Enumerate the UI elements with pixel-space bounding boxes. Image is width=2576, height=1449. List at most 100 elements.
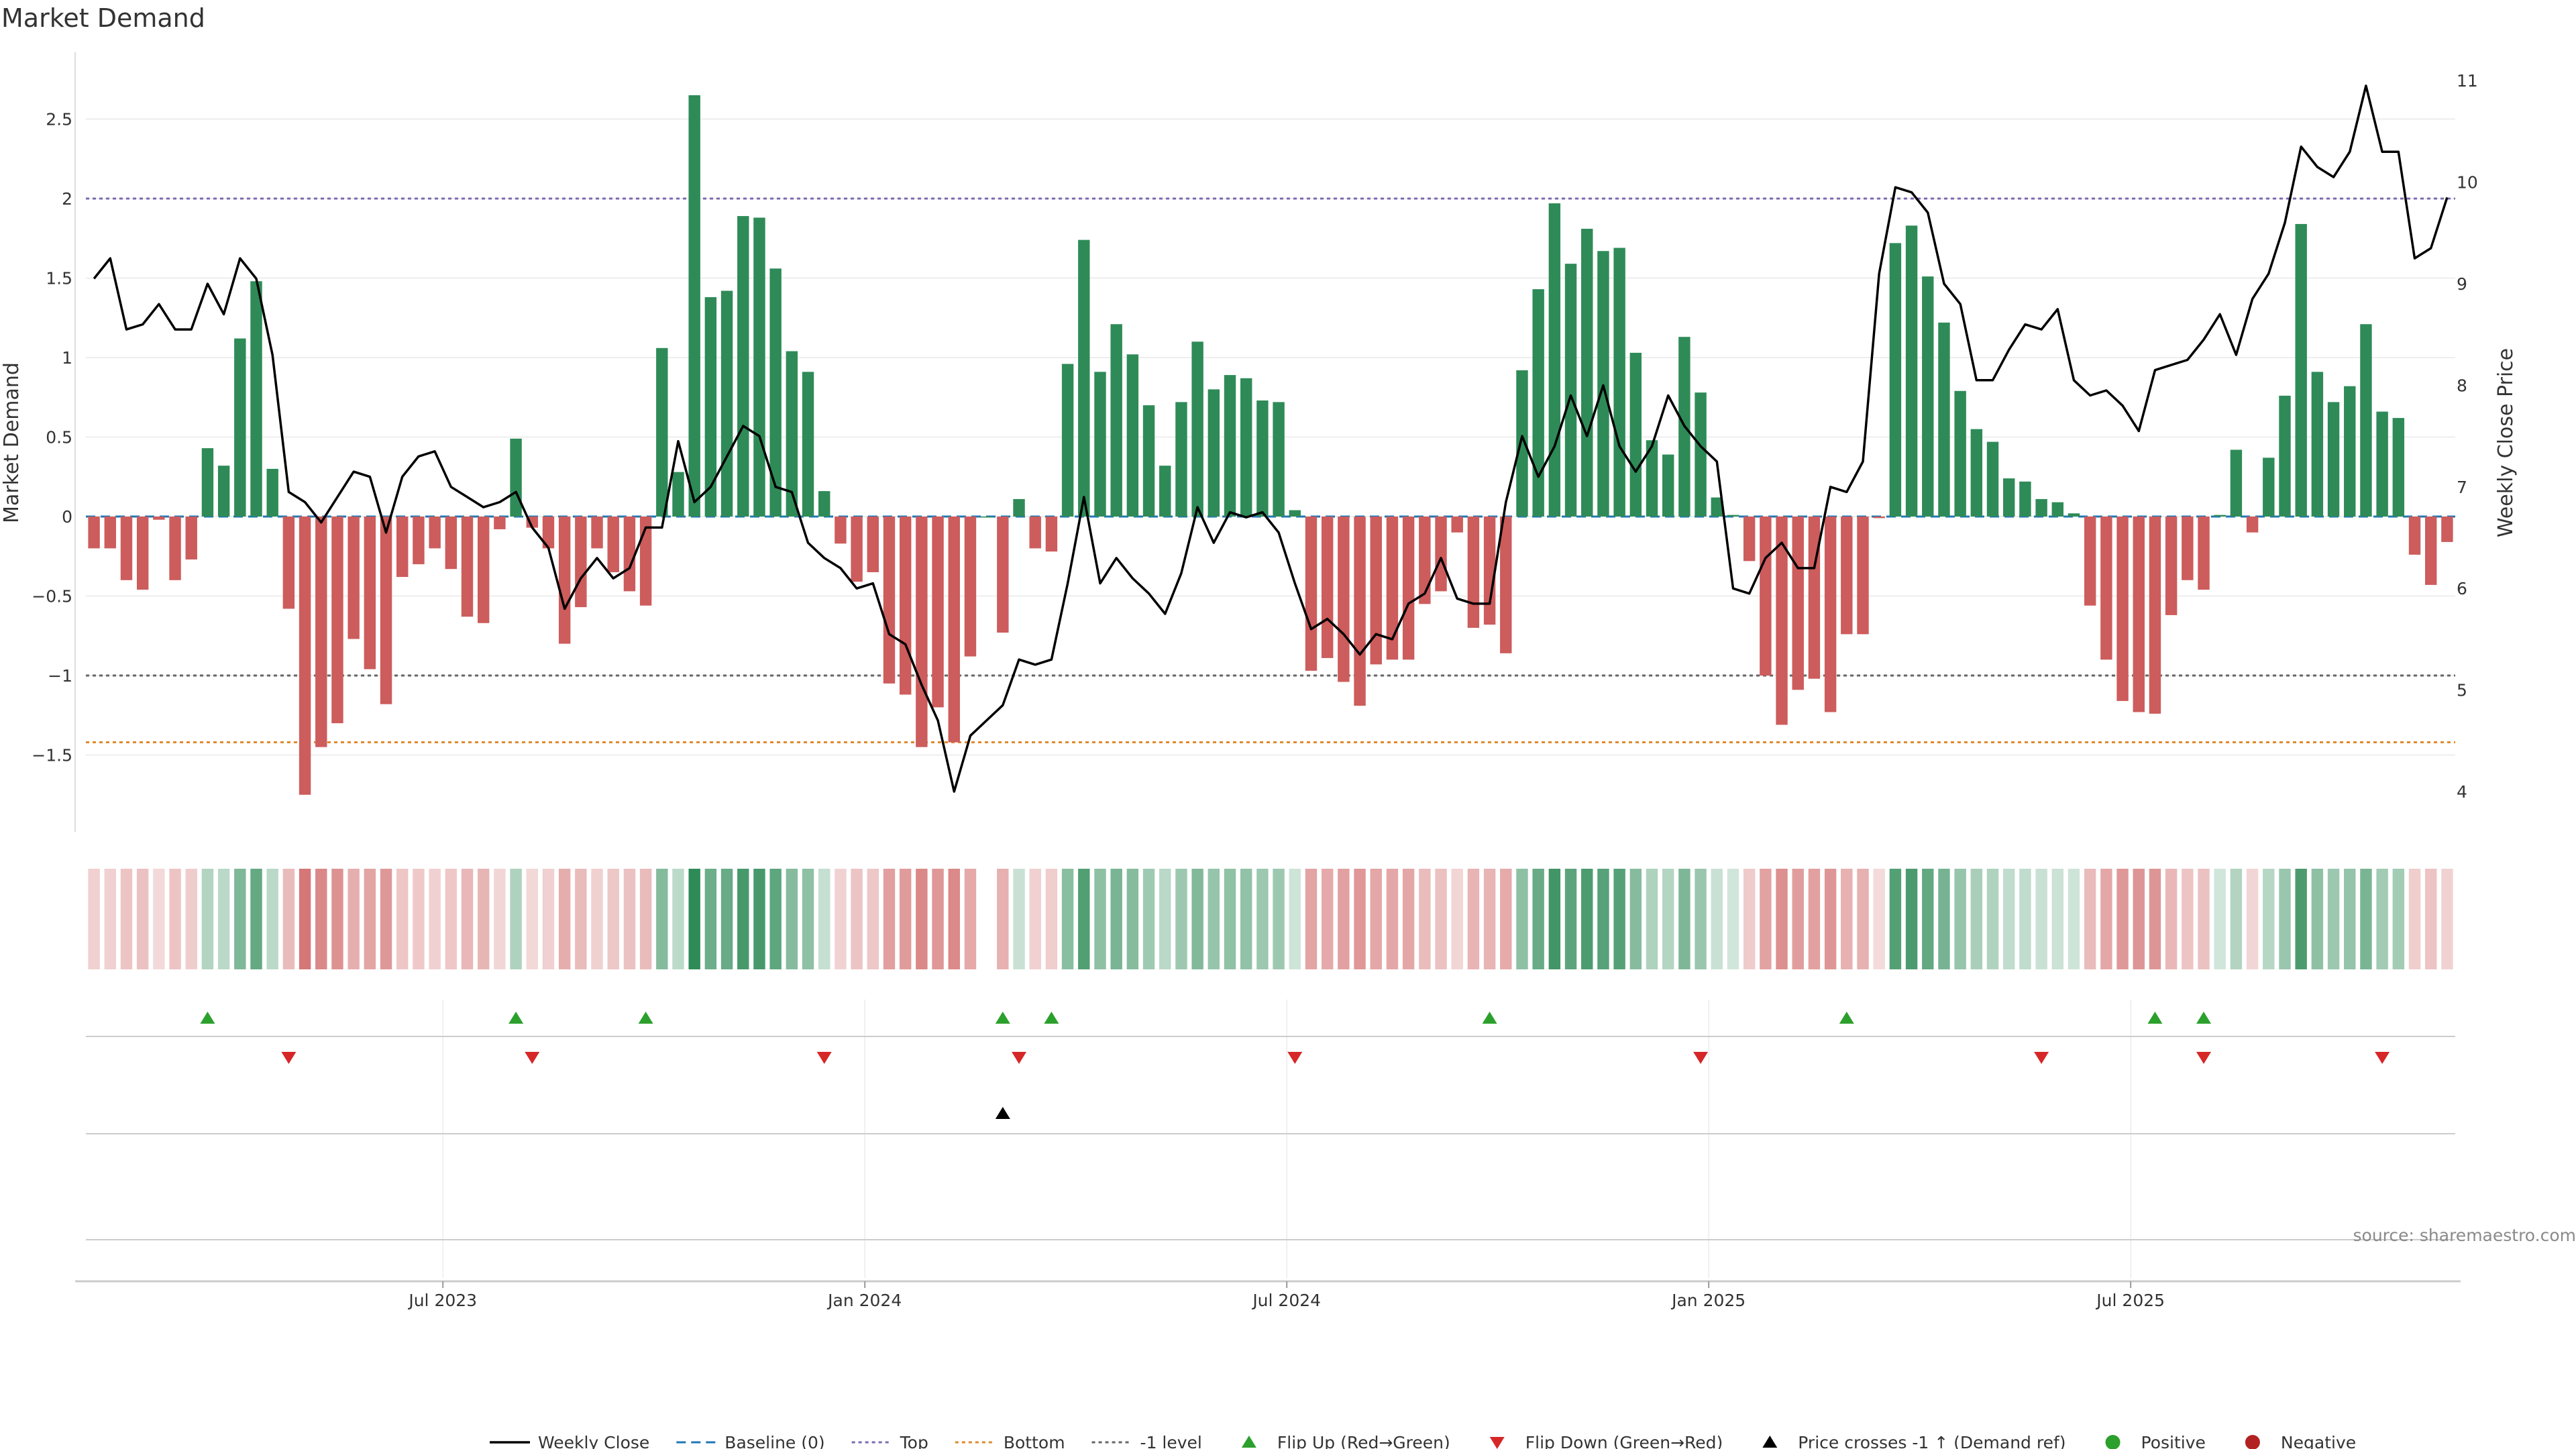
flip-up-marker (508, 1012, 524, 1024)
heat-cell (2116, 869, 2129, 969)
heat-cell (1208, 869, 1220, 969)
demand-bar (591, 517, 603, 549)
heat-cell (1094, 869, 1106, 969)
demand-bar (461, 517, 474, 617)
legend-label: Weekly Close (538, 1433, 649, 1449)
heat-cell (120, 869, 133, 969)
demand-bar (575, 517, 587, 608)
demand-bar (688, 95, 700, 517)
demand-bar (494, 517, 506, 529)
demand-bar (1354, 517, 1366, 706)
weekly-close-line (93, 85, 2449, 793)
price-cross-marker (995, 1107, 1010, 1119)
y-tick-label: 2 (62, 189, 72, 209)
heat-cell (1159, 869, 1171, 969)
heat-cell (737, 869, 749, 969)
heat-cell (2279, 869, 2291, 969)
heat-cell (753, 869, 765, 969)
demand-bar (1857, 517, 1869, 635)
heat-cell (1419, 869, 1431, 969)
y-axis-label: Market Demand (0, 362, 23, 523)
heat-cell (623, 869, 636, 969)
heat-cell (1646, 869, 1658, 969)
demand-bar (1110, 324, 1122, 517)
legend-label: Bottom (1004, 1433, 1065, 1449)
heat-cell (639, 869, 652, 969)
heat-cell (282, 869, 295, 969)
demand-bar (1305, 517, 1318, 671)
demand-bar (964, 517, 977, 657)
heat-cell (2376, 869, 2388, 969)
heat-cell (607, 869, 619, 969)
y-tick-label: −0.5 (32, 587, 72, 606)
heat-cell (1629, 869, 1642, 969)
y-tick-label: −1 (48, 666, 72, 686)
y2-tick-label: 9 (2457, 274, 2467, 294)
demand-bar (2182, 517, 2194, 580)
demand-bar (1824, 517, 1837, 712)
heat-cell (136, 869, 149, 969)
demand-bar (1338, 517, 1350, 682)
heat-cell (720, 869, 733, 969)
heat-cell (2068, 869, 2080, 969)
heat-cell (201, 869, 214, 969)
heat-cell (1483, 869, 1496, 969)
heat-cell (299, 869, 311, 969)
heat-cell (2360, 869, 2372, 969)
demand-bar (1126, 354, 1139, 517)
demand-bar (2035, 498, 2047, 517)
demand-bar (1029, 517, 1041, 549)
demand-bar (867, 517, 879, 572)
heat-cell (883, 869, 896, 969)
heat-cell (1792, 869, 1804, 969)
heat-cell (1922, 869, 1934, 969)
flip-down-marker (1693, 1052, 1709, 1064)
demand-bar (2084, 517, 2096, 606)
heat-cell (997, 869, 1009, 969)
heat-cell (2295, 869, 2307, 969)
heat-cell (1678, 869, 1690, 969)
heat-cell (1954, 869, 1966, 969)
demand-bar (429, 517, 441, 549)
demand-bar (835, 517, 847, 544)
demand-bar (542, 517, 555, 549)
heat-cell (217, 869, 230, 969)
demand-bar (2246, 517, 2259, 533)
heat-cell (688, 869, 700, 969)
demand-bar (282, 517, 295, 609)
legend-swatch-negative (2245, 1435, 2260, 1449)
heat-cell (429, 869, 441, 969)
legend-swatch-price-cross (1762, 1436, 1778, 1448)
heat-cell (786, 869, 798, 969)
heat-cell (526, 869, 538, 969)
legend-label: Flip Down (Green→Red) (1525, 1433, 1723, 1449)
demand-bar (1922, 276, 1934, 517)
heat-cell (672, 869, 684, 969)
demand-bar (1078, 239, 1090, 517)
y-tick-label: 2.5 (46, 110, 72, 129)
demand-bar (153, 517, 165, 520)
demand-bar (2360, 324, 2372, 517)
heat-cell (1516, 869, 1528, 969)
demand-bar (1597, 251, 1609, 517)
demand-bar (2019, 481, 2031, 517)
axes-layer: 2.5 2 1.5 1 0.5 0 −0.5 −1 −1.5 11 10 9 8 7 6 5 4 (32, 52, 2478, 832)
y-tick-label: 1.5 (46, 269, 72, 288)
heat-cell (558, 869, 571, 969)
demand-bar (331, 517, 343, 724)
heat-cell (2035, 869, 2047, 969)
demand-bar (737, 216, 749, 517)
demand-bar (2408, 517, 2421, 555)
heat-cell (1727, 869, 1739, 969)
heat-cell (1597, 869, 1609, 969)
demand-bar (786, 351, 798, 517)
demand-bar (1500, 517, 1512, 653)
y-tick-label: 0.5 (46, 428, 72, 447)
heat-cell (1581, 869, 1593, 969)
heat-cell (2100, 869, 2112, 969)
heat-cell (1905, 869, 1918, 969)
legend-swatch-flip-up (1241, 1436, 1256, 1448)
heat-cell (1986, 869, 1999, 969)
heat-cell (1711, 869, 1723, 969)
demand-heat-strip (88, 869, 2453, 969)
